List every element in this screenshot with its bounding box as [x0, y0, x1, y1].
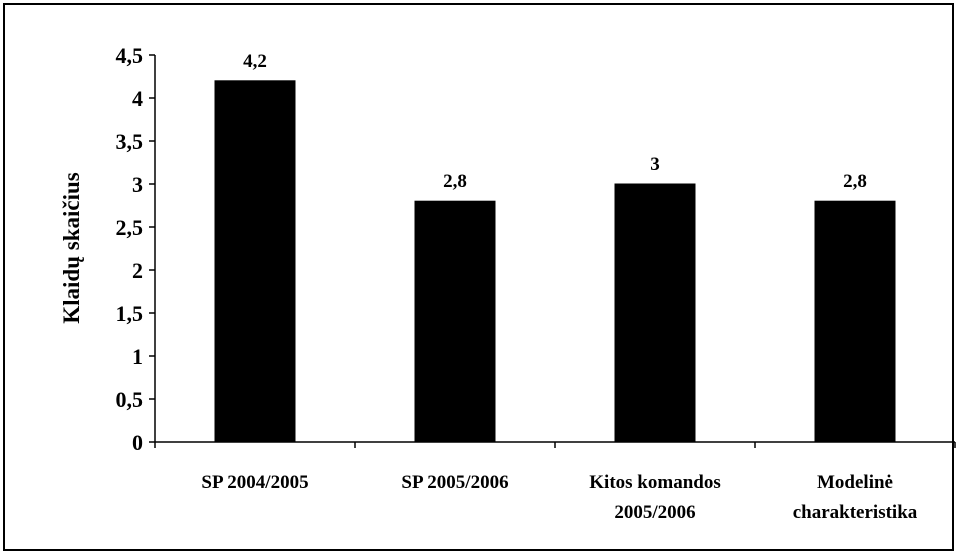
x-tick-label: Kitos komandos [589, 472, 720, 493]
y-tick-label: 2,5 [116, 215, 144, 240]
y-tick-label: 2 [132, 258, 143, 283]
y-tick-label: 4 [132, 86, 143, 111]
data-label: 3 [650, 154, 660, 175]
bar [414, 200, 496, 443]
x-tick-label: SP 2005/2006 [401, 472, 508, 493]
y-tick-label: 3 [132, 172, 143, 197]
bars [214, 80, 896, 443]
x-tick-label: Modelinė [817, 472, 893, 493]
data-label: 2,8 [843, 171, 867, 192]
data-labels: 4,2 2,8 3 2,8 [243, 51, 867, 192]
y-axis-title: Klaidų skaičius [59, 172, 84, 324]
x-tick-label: SP 2004/2005 [201, 472, 308, 493]
bar [814, 200, 896, 443]
y-tick-label: 1 [132, 344, 143, 369]
x-axis [154, 441, 956, 448]
y-tick-label: 1,5 [116, 301, 144, 326]
x-tick-labels: SP 2004/2005 SP 2005/2006 Kitos komandos 20… [201, 472, 917, 523]
y-tick-label: 0 [132, 430, 143, 455]
y-tick-label: 3,5 [116, 129, 144, 154]
y-tick-label: 0,5 [116, 387, 144, 412]
data-label: 4,2 [243, 51, 267, 72]
y-axis [149, 54, 156, 443]
bar [614, 183, 696, 443]
x-tick-label: 2005/2006 [614, 502, 695, 523]
x-tick-label: charakteristika [793, 502, 918, 523]
bar [214, 80, 296, 443]
y-tick-label: 4,5 [116, 43, 144, 68]
y-tick-labels: 0 0,5 1 1,5 2 2,5 3 3,5 4 4,5 [116, 43, 144, 455]
data-label: 2,8 [443, 171, 467, 192]
